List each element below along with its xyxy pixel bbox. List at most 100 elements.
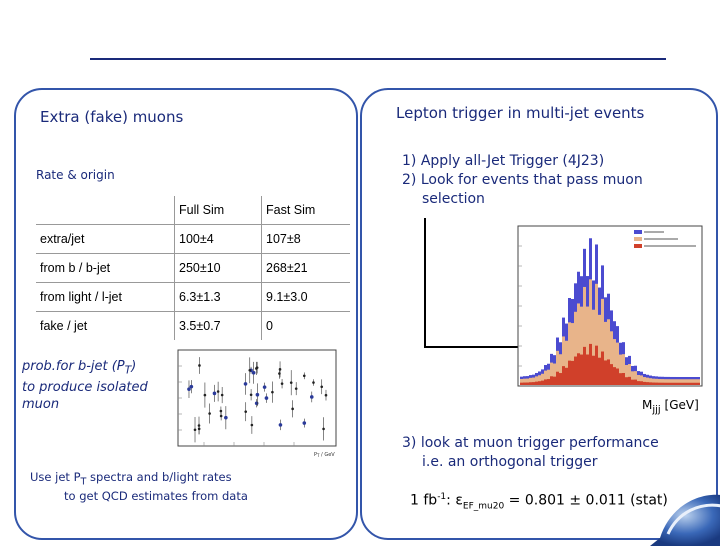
histogram-bar [688,382,691,385]
histogram-bar [607,359,610,385]
histogram-bar [586,306,589,385]
histogram-bar [610,331,613,385]
qcd-text: to get QCD estimates from data [64,489,248,504]
histogram-bar [682,382,685,385]
arrow-line-vertical [424,218,426,348]
histogram-bar [655,382,658,385]
histogram-bar [652,378,655,385]
scatter-point [320,385,324,389]
scatter-point [271,390,274,394]
histogram-bar [565,340,568,385]
histogram-bar [616,368,619,385]
histogram-bar [544,379,547,385]
legend-swatch [634,230,642,234]
histogram-bar [625,364,628,385]
histogram-bar [676,382,679,385]
histogram-bar [583,286,586,385]
scatter-point [302,374,306,378]
legend-swatch [634,237,642,241]
prob-description: prob.for b-jet (PT) to produce isolated … [22,358,162,413]
prob-text: ) [131,359,137,374]
axis-label-sub: jjj [652,404,661,416]
step-2: 2) Look for events that pass muon [402,172,643,188]
table-cell: from b / b-jet [36,253,175,283]
title-underline [90,58,666,60]
histogram-bar [538,375,541,385]
legend-entry [644,231,664,233]
scatter-point [244,410,248,413]
table-cell: 9.1±3.0 [261,282,350,312]
axis-label-main: M [642,398,653,412]
histogram-bar [541,380,544,385]
histogram-bar [559,373,562,385]
scatter-point [203,393,207,397]
histogram-bar [562,336,565,385]
qcd-text: spectra and b/light rates [86,470,232,484]
histogram-bar [595,345,598,385]
scatter-point [243,382,248,386]
histogram-bar [607,319,610,385]
scatter-point [254,401,259,406]
histogram-bar [697,382,700,385]
plot-x-axis-label: PT / GeV [314,452,335,458]
rate-origin-label: Rate & origin [36,168,115,182]
efficiency-result: 1 fb-1: εEF_mu20 = 0.801 ± 0.011 (stat) [410,492,668,511]
histogram-bar [631,371,634,385]
histogram-bar [694,382,697,385]
histogram-bar [658,379,661,385]
histogram-bar [643,377,646,385]
histogram-bar [619,354,622,385]
histogram-bar [640,375,643,385]
qcd-text: Use jet P [30,470,81,484]
scatter-point [255,367,258,370]
scatter-point [187,387,191,391]
table-row: extra/jet 100±4 107±8 [36,224,350,254]
table-row: from light / l-jet 6.3±1.3 9.1±3.0 [36,282,350,312]
table-cell: from light / l-jet [36,282,175,312]
table-cell: 6.3±1.3 [174,282,262,312]
scatter-point [216,390,220,393]
histogram-bar [553,376,556,385]
histogram-bar [541,373,544,385]
histogram-bar [526,382,529,385]
histogram-bar [673,382,676,385]
histogram-bar [532,377,535,385]
scatter-point [262,385,267,389]
step-3-line-1: 3) look at muon trigger performance [402,435,659,451]
histogram-bar [643,381,646,385]
histogram-bar [679,379,682,385]
histogram-bar [658,382,661,385]
step-2-cont: selection [422,191,485,207]
histogram-bar [652,382,655,385]
table-cell: fake / jet [36,311,175,340]
scatter-point [212,391,217,396]
scatter-point [224,415,228,420]
qcd-sub: T [80,476,87,488]
histogram-bar [634,371,637,385]
histogram-bar [628,364,631,385]
histogram-bar [571,323,574,385]
histogram-bar [649,378,652,385]
table-cell: 268±21 [261,253,350,283]
histogram-bar [694,379,697,385]
histogram-bar [556,350,559,385]
histogram-bar [670,379,673,385]
mjjj-histogram [517,225,703,387]
histogram-bar [610,364,613,385]
qcd-note: Use jet PT spectra and b/light rates to … [30,470,270,504]
histogram-bar [622,354,625,385]
histogram-bar [673,379,676,385]
step-3: 3) look at muon trigger performance i.e.… [402,434,702,472]
scatter-point [278,372,281,375]
prob-text: muon [22,396,60,412]
histogram-x-axis-label: Mjjj [GeV] [642,398,699,415]
table-cell: 250±10 [174,253,262,283]
histogram-bar [568,322,571,385]
table-row: from b / b-jet 250±10 268±21 [36,253,350,283]
plot-ticks [178,365,295,446]
histogram-bar [520,382,523,385]
histogram-bar [547,369,550,385]
histogram-bar [529,377,532,385]
eq-eps: : ε [446,492,463,509]
histogram-bar [565,367,568,385]
